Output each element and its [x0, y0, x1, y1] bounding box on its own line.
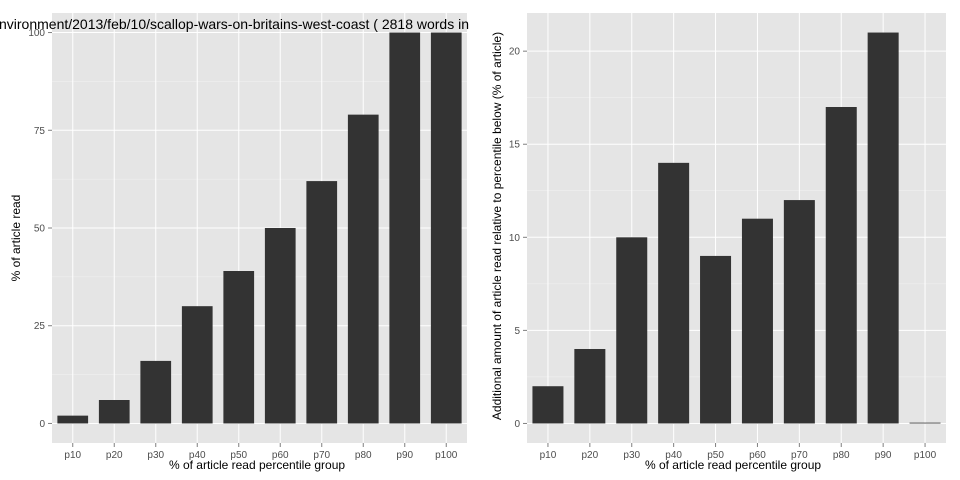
x-tick-label: p100 — [435, 450, 458, 461]
x-tick-label: p70 — [791, 450, 808, 461]
bar-p20 — [574, 348, 606, 424]
x-tick-label: p40 — [189, 450, 206, 461]
y-tick-label: 100 — [28, 28, 45, 39]
left-bars — [57, 32, 462, 424]
bar-p30 — [616, 237, 648, 424]
bar-p70 — [306, 181, 338, 424]
bar-p90 — [867, 32, 899, 424]
bar-p20 — [98, 400, 130, 424]
right-x-ticks: p10 p20 p30 p40 p50 p60 p70 p80 p90 p100 — [540, 443, 937, 461]
x-tick-label: p100 — [914, 450, 937, 461]
y-tick-label: 10 — [509, 233, 521, 244]
x-tick-label: p10 — [540, 450, 557, 461]
y-tick-label: 25 — [34, 321, 46, 332]
x-tick-label: p50 — [707, 450, 724, 461]
left-x-ticks: p10 p20 p30 p40 p50 p60 p70 p80 p90 p100 — [64, 443, 458, 461]
right-x-axis-label: % of article read percentile group — [645, 458, 821, 472]
x-tick-label: p40 — [665, 450, 682, 461]
left-y-ticks: 0 25 50 75 100 — [28, 28, 52, 430]
bar-p100 — [909, 422, 941, 424]
x-tick-label: p60 — [749, 450, 766, 461]
bar-p40 — [181, 306, 213, 424]
bar-p40 — [658, 162, 690, 424]
bar-p80 — [825, 107, 857, 424]
right-y-ticks: 0 5 10 15 20 — [509, 47, 527, 430]
y-tick-label: 0 — [514, 419, 520, 430]
x-tick-label: p50 — [230, 450, 247, 461]
x-tick-label: p20 — [582, 450, 599, 461]
bar-p10 — [532, 386, 564, 424]
x-tick-label: p90 — [875, 450, 892, 461]
bar-p10 — [57, 415, 89, 424]
bar-p60 — [264, 228, 296, 424]
left-chart-title: nvironment/2013/feb/10/scallop-wars-on-b… — [0, 16, 469, 32]
bar-p90 — [389, 32, 421, 424]
x-tick-label: p90 — [396, 450, 413, 461]
right-chart: 0 5 10 15 20 p10 p20 p30 p40 p50 p60 p70 p80 p90 p100… — [490, 13, 946, 472]
bar-p100 — [430, 32, 462, 424]
x-tick-label: p60 — [272, 450, 289, 461]
x-tick-label: p70 — [313, 450, 330, 461]
x-tick-label: p30 — [147, 450, 164, 461]
right-y-axis-label: Additional amount of article read relati… — [490, 32, 504, 420]
bar-p70 — [783, 200, 815, 424]
x-tick-label: p10 — [64, 450, 81, 461]
y-tick-label: 5 — [514, 326, 520, 337]
x-tick-label: p30 — [623, 450, 640, 461]
left-y-axis-label: % of article read — [9, 195, 23, 282]
left-x-axis-label: % of article read percentile group — [169, 458, 345, 472]
y-tick-label: 50 — [34, 224, 46, 235]
bar-p50 — [223, 271, 255, 424]
y-tick-label: 75 — [34, 126, 46, 137]
x-tick-label: p80 — [833, 450, 850, 461]
bar-p60 — [741, 218, 773, 424]
y-tick-label: 20 — [509, 47, 521, 58]
y-tick-label: 0 — [39, 419, 45, 430]
x-tick-label: p80 — [355, 450, 372, 461]
x-tick-label: p20 — [106, 450, 123, 461]
bar-p50 — [700, 255, 732, 424]
bar-p30 — [140, 360, 172, 424]
bar-p80 — [347, 114, 379, 424]
y-tick-label: 15 — [509, 140, 521, 151]
right-bars — [532, 32, 941, 424]
